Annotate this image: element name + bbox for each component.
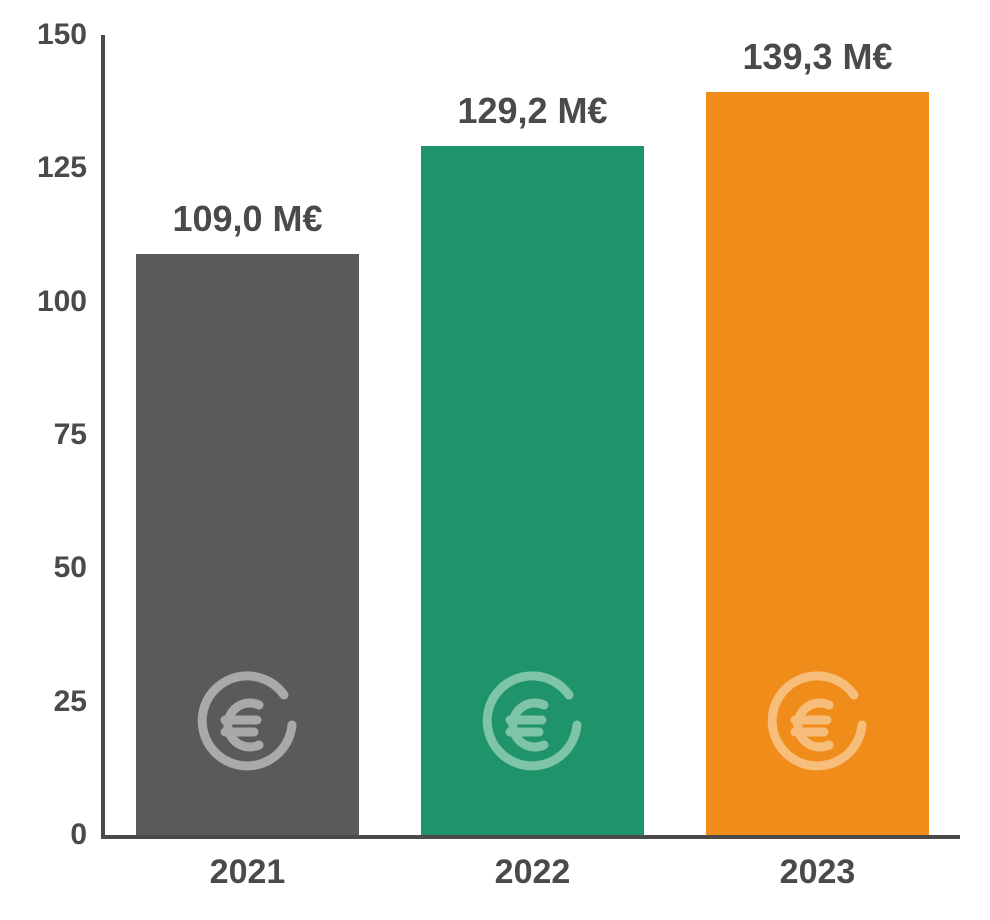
revenue-bar-chart: 109,0 M€ 129,2 M€ 139,3 M€ 0 25 50 75 100 125 1… [0, 0, 990, 920]
y-axis-line [101, 35, 105, 839]
euro-circle-icon [757, 665, 877, 785]
bar-2022 [421, 146, 643, 835]
x-tick-label: 2021 [210, 853, 286, 892]
x-tick-label: 2022 [495, 853, 571, 892]
euro-circle-icon [187, 665, 307, 785]
bar-value-label: 109,0 M€ [172, 198, 322, 240]
y-tick-label: 125 [37, 151, 87, 185]
bar-value-label: 129,2 M€ [457, 90, 607, 132]
y-tick-label: 100 [37, 285, 87, 319]
euro-circle-icon [472, 665, 592, 785]
x-tick-label: 2023 [780, 853, 856, 892]
x-axis-line [101, 835, 960, 839]
euro-circle-icon [187, 665, 307, 785]
y-tick-label: 150 [37, 18, 87, 52]
bar-value-label: 139,3 M€ [742, 36, 892, 78]
y-tick-label: 75 [54, 418, 87, 452]
y-tick-label: 50 [54, 551, 87, 585]
bar-2023 [706, 92, 928, 835]
y-tick-label: 0 [70, 818, 87, 852]
euro-circle-icon [472, 665, 592, 785]
y-tick-label: 25 [54, 685, 87, 719]
plot-area: 109,0 M€ 129,2 M€ 139,3 M€ [105, 35, 960, 835]
bar-2021 [136, 254, 358, 835]
euro-circle-icon [757, 665, 877, 785]
